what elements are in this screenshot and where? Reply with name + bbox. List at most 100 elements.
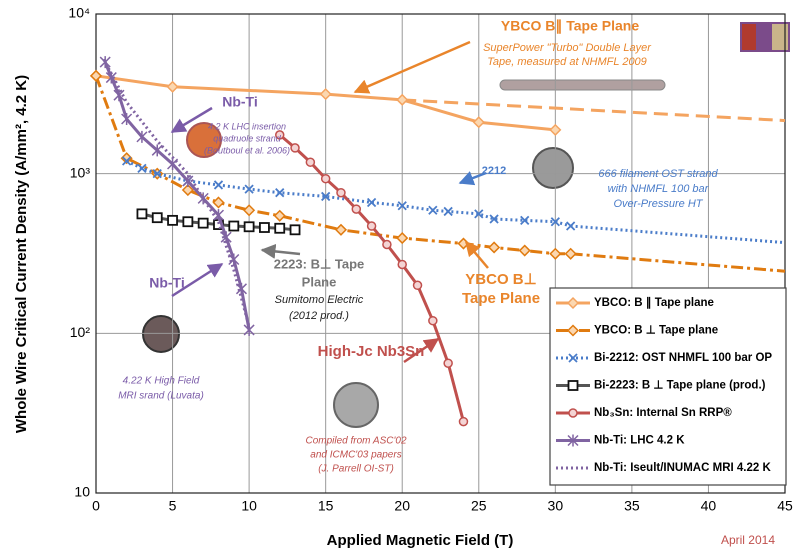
annotation: Tape, measured at NHMFL 2009 <box>487 56 647 68</box>
series-line <box>94 75 571 256</box>
marker <box>113 89 125 102</box>
marker <box>366 197 377 208</box>
series-line <box>102 58 251 328</box>
annotation: (Boutboul et al. 2006) <box>204 145 290 155</box>
marker <box>518 244 531 257</box>
marker <box>166 80 179 93</box>
marker <box>472 116 485 129</box>
annotation: Nb-Ti <box>222 94 258 110</box>
marker <box>243 221 255 233</box>
marker <box>549 123 562 136</box>
marker <box>428 205 438 215</box>
marker <box>167 214 178 226</box>
legend-marker <box>566 324 580 337</box>
marker <box>152 169 162 179</box>
x-tick-label: 20 <box>394 498 410 514</box>
marker <box>550 217 560 227</box>
marker <box>458 416 469 427</box>
marker <box>99 56 111 69</box>
marker <box>121 156 132 166</box>
marker <box>197 217 209 229</box>
marker <box>366 221 377 231</box>
x-tick-label: 30 <box>548 498 564 514</box>
marker <box>428 315 438 326</box>
annotation: SuperPower "Turbo" Double Layer <box>483 42 652 54</box>
marker <box>412 280 423 291</box>
marker <box>396 232 409 245</box>
x-axis-title: Applied Magnetic Field (T) <box>327 532 514 549</box>
y-tick-label: 10 <box>74 484 90 500</box>
annotation: Plane <box>302 274 337 289</box>
marker <box>136 130 148 143</box>
marker <box>382 239 392 250</box>
marker <box>151 212 163 224</box>
marker <box>274 222 286 234</box>
marker <box>336 187 346 198</box>
logo <box>740 22 790 52</box>
marker <box>213 180 224 190</box>
marker <box>305 157 316 167</box>
extrapolation-line <box>402 98 786 123</box>
marker <box>244 184 254 194</box>
x-tick-label: 15 <box>318 498 334 514</box>
annotation: (J. Parrell OI-ST) <box>318 464 394 475</box>
annotation: 4.2 K LHC insertion <box>208 121 286 131</box>
x-tick-label: 0 <box>92 498 100 514</box>
legend-label: YBCO: B ⊥ Tape plane <box>594 325 718 337</box>
marker <box>474 209 484 219</box>
marker <box>89 69 103 82</box>
annotation: 4.22 K High Field <box>123 376 200 387</box>
legend-label: Nb-Ti: LHC 4.2 K <box>594 435 685 447</box>
marker <box>137 163 147 173</box>
annotation-arrow <box>353 40 471 94</box>
annotation: MRI srand (Luvata) <box>118 391 204 402</box>
annotation-arrow <box>458 171 487 186</box>
marker <box>396 93 409 106</box>
marker <box>289 224 301 236</box>
annotation: YBCO B∥ Tape Plane <box>501 18 639 35</box>
annotation-arrow <box>260 243 301 259</box>
marker <box>351 204 362 214</box>
marker <box>182 174 194 187</box>
y-tick-label: 10⁴ <box>68 5 90 21</box>
annotation: (2012 prod.) <box>289 310 349 322</box>
annotation-arrow <box>170 106 213 134</box>
marker <box>136 208 148 220</box>
marker <box>290 143 300 153</box>
annotation: YBCO B⊥ <box>465 271 536 288</box>
marker <box>275 188 285 198</box>
marker <box>397 259 407 270</box>
marker <box>273 209 286 222</box>
annotation: Compiled from ASC'02 <box>305 436 406 447</box>
marker <box>321 191 331 202</box>
marker <box>243 323 255 336</box>
marker <box>181 183 194 197</box>
legend-marker <box>568 408 578 418</box>
marker <box>520 215 530 225</box>
y-tick-label: 10³ <box>70 164 91 180</box>
legend-marker <box>567 434 579 447</box>
annotation: 2212 <box>482 165 506 177</box>
annotation: Over-Pressure HT <box>613 198 703 210</box>
legend-label: Bi-2223: B ⊥ Tape plane (prod.) <box>594 380 766 392</box>
marker <box>151 144 163 157</box>
legend-marker <box>568 353 578 363</box>
marker <box>489 214 499 224</box>
annotation: and ICMC'03 papers <box>310 450 401 461</box>
annotation: April 2014 <box>721 533 775 547</box>
legend-label: Nb₃Sn: Internal Sn RRP® <box>594 407 732 419</box>
marker <box>443 358 453 368</box>
marker <box>319 88 332 101</box>
annotation: Tape Plane <box>462 290 540 307</box>
marker <box>212 209 225 222</box>
marker <box>121 112 133 125</box>
legend-marker <box>567 380 579 391</box>
annotation: 2223: B⊥ Tape <box>274 256 365 271</box>
series-line <box>103 61 251 331</box>
annotation: quadruole strand <box>213 133 282 143</box>
marker <box>334 223 348 236</box>
marker <box>320 173 331 184</box>
legend-marker <box>566 296 580 310</box>
annotation-arrow <box>465 240 489 269</box>
